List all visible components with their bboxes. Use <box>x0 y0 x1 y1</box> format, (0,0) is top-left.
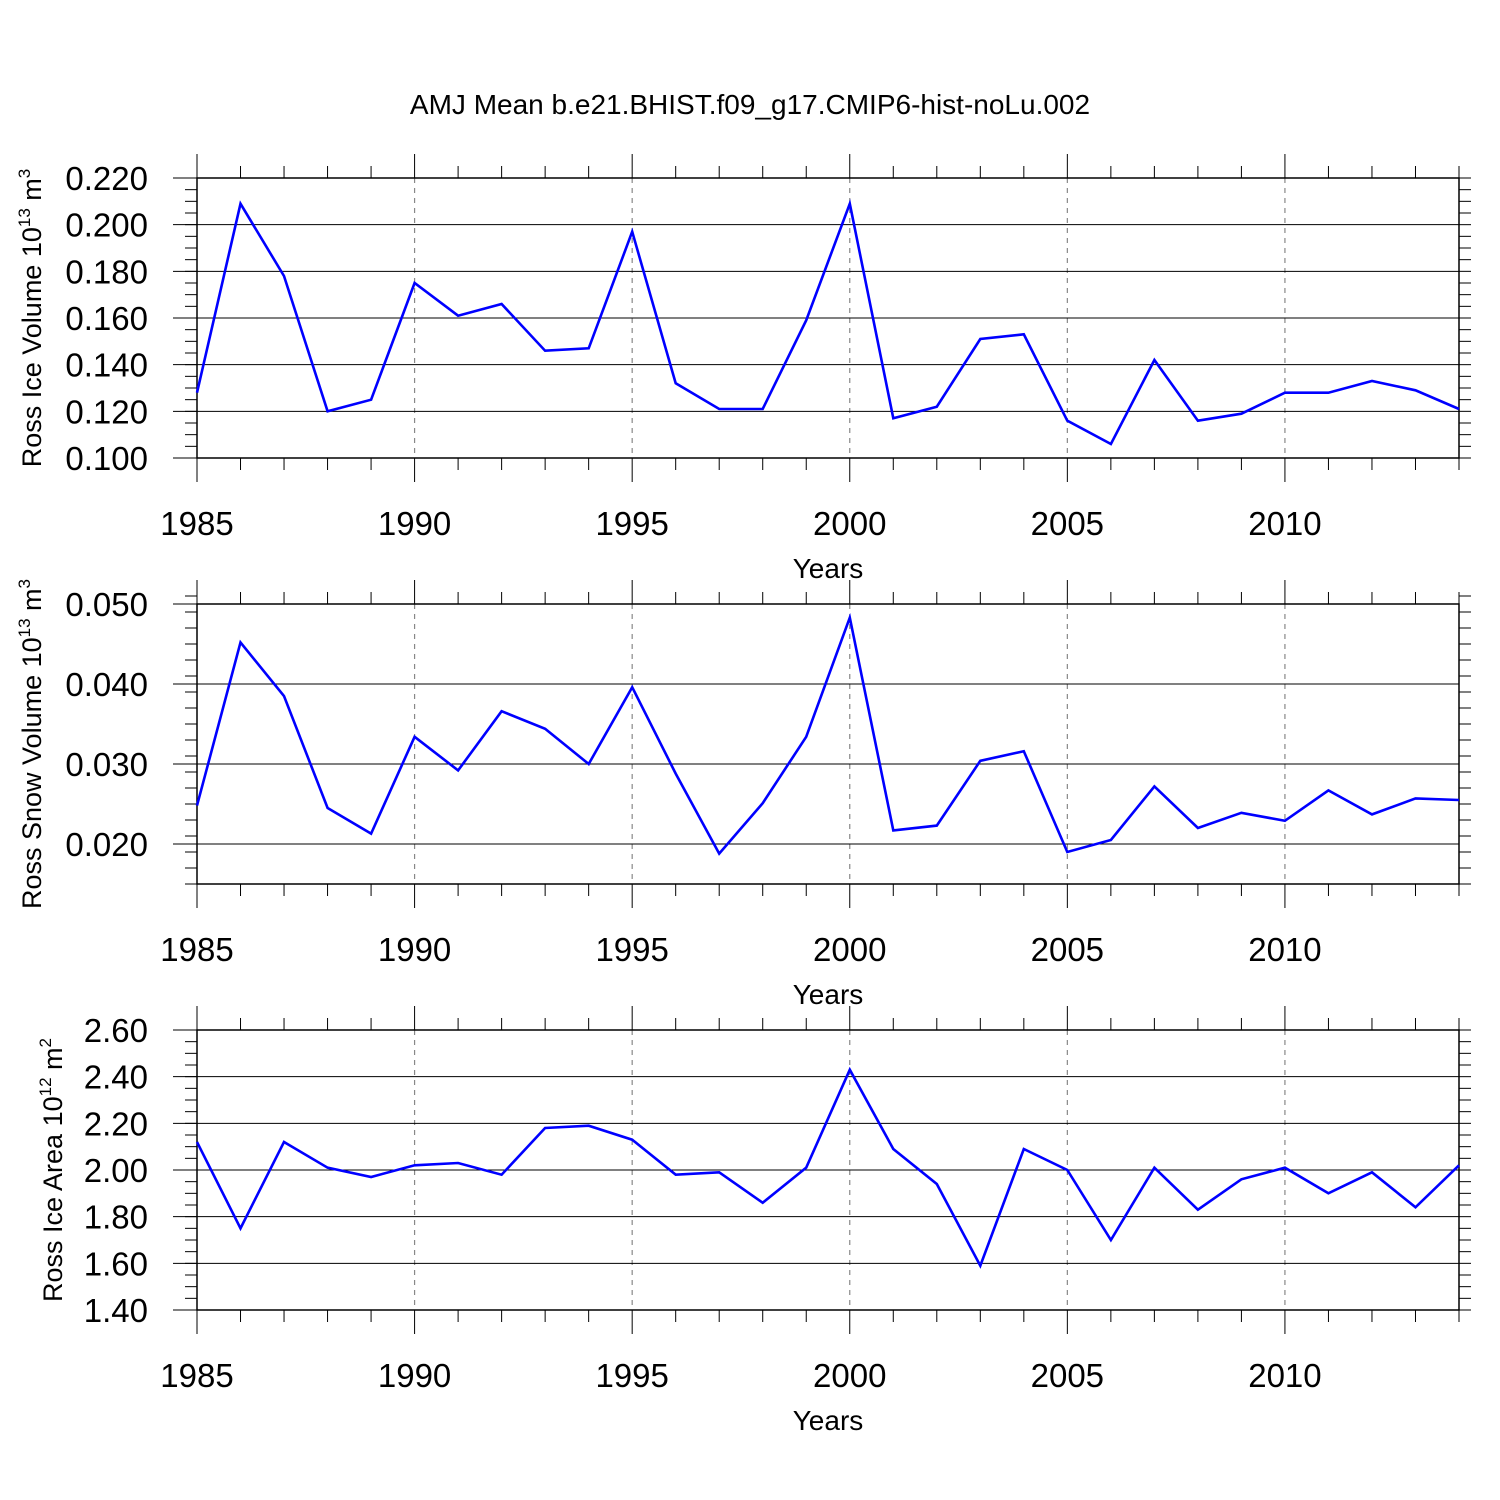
chart-panel-1: 0.100 0.120 0.140 0.160 0.180 0.200 0.220 1985 1… <box>15 154 1471 584</box>
y-axis-label-unit-exponent: 3 <box>15 579 34 588</box>
x-tick-label: 1990 <box>378 1357 451 1394</box>
y-tick-label: 0.140 <box>65 347 148 384</box>
y-tick-label: 0.220 <box>65 160 148 197</box>
x-tick-label: 1985 <box>160 1357 233 1394</box>
y-axis-label-text: Ross Snow Volume 10 <box>17 637 47 909</box>
y-axis-label-unit-exponent: 2 <box>36 1038 55 1047</box>
y-tick-label: 1.60 <box>84 1245 148 1282</box>
y-tick-label: 2.00 <box>84 1152 148 1189</box>
y-tick-label: 0.050 <box>65 586 148 623</box>
y-axis-label: Ross Ice Area 1012 m2 <box>36 1038 68 1302</box>
x-tick-label: 1995 <box>595 931 668 968</box>
y-tick-label: 2.60 <box>84 1012 148 1049</box>
y-tick-label: 0.180 <box>65 253 148 290</box>
x-tick-label: 2005 <box>1031 1357 1104 1394</box>
y-tick-label: 0.120 <box>65 393 148 430</box>
x-tick-label: 2005 <box>1031 505 1104 542</box>
y-tick-label: 0.020 <box>65 826 148 863</box>
y-axis-label-unit: m <box>38 1047 68 1077</box>
chart-panel-3: 1.40 1.60 1.80 2.00 2.20 2.40 2.60 1985 1990 1995… <box>36 1006 1471 1436</box>
x-tick-label: 2000 <box>813 1357 886 1394</box>
y-axis-label: Ross Snow Volume 1013 m3 <box>15 579 47 909</box>
y-axis-label-unit: m <box>17 588 47 618</box>
y-axis-label-exponent: 13 <box>15 618 34 637</box>
x-tick-label: 1995 <box>595 1357 668 1394</box>
y-axis-label-text: Ross Ice Volume 10 <box>17 227 47 467</box>
y-axis-label-exponent: 12 <box>36 1077 55 1096</box>
y-tick-label: 0.160 <box>65 300 148 337</box>
x-tick-label: 2000 <box>813 505 886 542</box>
x-tick-label: 1985 <box>160 931 233 968</box>
x-tick-label: 1995 <box>595 505 668 542</box>
y-tick-label: 1.80 <box>84 1199 148 1236</box>
x-axis-label: Years <box>793 553 864 584</box>
x-tick-label: 1990 <box>378 931 451 968</box>
y-tick-label: 0.100 <box>65 440 148 477</box>
y-tick-label: 2.20 <box>84 1105 148 1142</box>
y-axis-label: Ross Ice Volume 1013 m3 <box>15 169 47 468</box>
figure-title: AMJ Mean b.e21.BHIST.f09_g17.CMIP6-hist-… <box>410 89 1090 120</box>
x-tick-label: 1985 <box>160 505 233 542</box>
x-axis-label: Years <box>793 1405 864 1436</box>
x-tick-label: 1990 <box>378 505 451 542</box>
y-tick-label: 2.40 <box>84 1059 148 1096</box>
y-tick-label: 1.40 <box>84 1292 148 1329</box>
chart-panel-2: 0.020 0.030 0.040 0.050 1985 1990 1995 2000 2005… <box>15 579 1471 1010</box>
x-tick-label: 2000 <box>813 931 886 968</box>
y-tick-label: 0.040 <box>65 666 148 703</box>
x-tick-label: 2010 <box>1248 931 1321 968</box>
x-tick-label: 2010 <box>1248 505 1321 542</box>
series-line <box>195 198 1460 446</box>
y-axis-label-text: Ross Ice Area 10 <box>38 1096 68 1302</box>
y-axis-label-exponent: 13 <box>15 208 34 227</box>
x-tick-label: 2005 <box>1031 931 1104 968</box>
y-axis-label-unit: m <box>17 178 47 208</box>
series-line <box>195 1066 1460 1269</box>
y-tick-label: 0.030 <box>65 746 148 783</box>
series-line <box>195 612 1460 856</box>
x-tick-label: 2010 <box>1248 1357 1321 1394</box>
y-axis-label-unit-exponent: 3 <box>15 169 34 178</box>
x-axis-label: Years <box>793 979 864 1010</box>
plot-frame <box>196 603 1460 885</box>
y-tick-label: 0.200 <box>65 207 148 244</box>
